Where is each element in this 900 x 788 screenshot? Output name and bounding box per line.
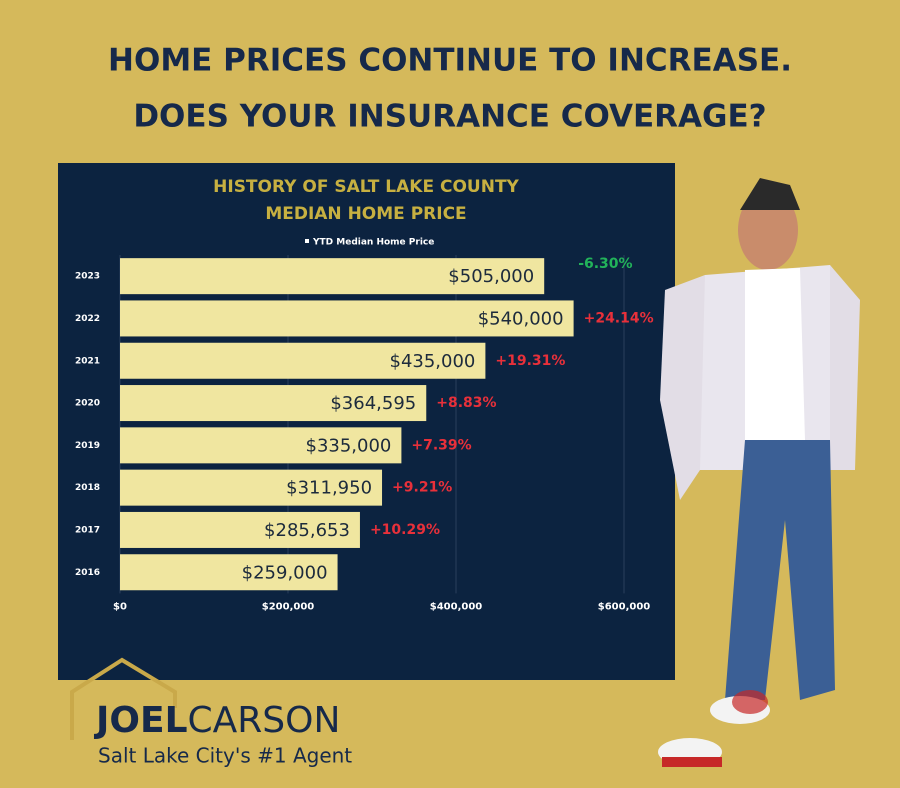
legend-label: YTD Median Home Price xyxy=(312,238,434,248)
bar xyxy=(120,342,486,379)
annotation: +10.29% xyxy=(370,522,440,538)
y-tick-label: 2019 xyxy=(75,441,100,451)
bar xyxy=(120,385,427,422)
legend-swatch xyxy=(305,239,309,243)
annotation: +9.21% xyxy=(392,480,452,496)
logo-house xyxy=(70,657,177,740)
headline: HOME PRICES CONTINUE TO INCREASE. xyxy=(108,43,792,79)
bar xyxy=(120,300,574,337)
y-tick-label: 2016 xyxy=(75,568,100,578)
bar xyxy=(120,511,360,548)
data-label: $364,595 xyxy=(330,393,416,414)
data-label: $435,000 xyxy=(390,351,476,372)
bar xyxy=(120,469,383,506)
y-tick-label: 2022 xyxy=(75,314,100,324)
chart: $0 $200,000 $400,000 $600,000 YTD Median Hom… xyxy=(75,238,654,613)
data-label: $505,000 xyxy=(448,266,534,287)
logo-text: JOELCARSON xyxy=(93,700,340,741)
chart-panel xyxy=(58,163,675,680)
logo-last: CARSON xyxy=(188,700,341,741)
y-tick-label: 2018 xyxy=(75,483,100,493)
data-label: $311,950 xyxy=(286,478,372,499)
y-tick-label: 2020 xyxy=(75,399,100,409)
data-label: $285,653 xyxy=(264,520,350,541)
annotation: +24.14% xyxy=(584,310,654,326)
x-tick-label: $400,000 xyxy=(430,601,483,612)
y-tick-label: 2017 xyxy=(75,525,100,535)
data-label: $540,000 xyxy=(478,308,564,329)
bar xyxy=(120,427,402,464)
logo-tagline: Salt Lake City's #1 Agent xyxy=(98,744,352,768)
bar xyxy=(120,554,338,591)
headline: DOES YOUR INSURANCE COVERAGE? xyxy=(133,99,766,135)
data-label: $335,000 xyxy=(306,435,392,456)
person-photo xyxy=(658,178,860,767)
chart-subtitle: MEDIAN HOME PRICE xyxy=(265,204,466,224)
bar xyxy=(120,258,545,295)
x-tick-label: $0 xyxy=(113,601,127,612)
annotation: +19.31% xyxy=(495,353,565,369)
chart-title: HISTORY OF SALT LAKE COUNTY xyxy=(213,177,519,197)
annotation: +7.39% xyxy=(411,437,471,453)
x-tick-label: $600,000 xyxy=(598,601,651,612)
annotation: +8.83% xyxy=(436,395,496,411)
logo-first: JOEL xyxy=(93,700,188,741)
y-tick-label: 2021 xyxy=(75,356,100,366)
data-label: $259,000 xyxy=(242,562,328,583)
annotation: -6.30% xyxy=(578,256,632,272)
x-tick-label: $200,000 xyxy=(262,601,315,612)
y-tick-label: 2023 xyxy=(75,272,100,282)
